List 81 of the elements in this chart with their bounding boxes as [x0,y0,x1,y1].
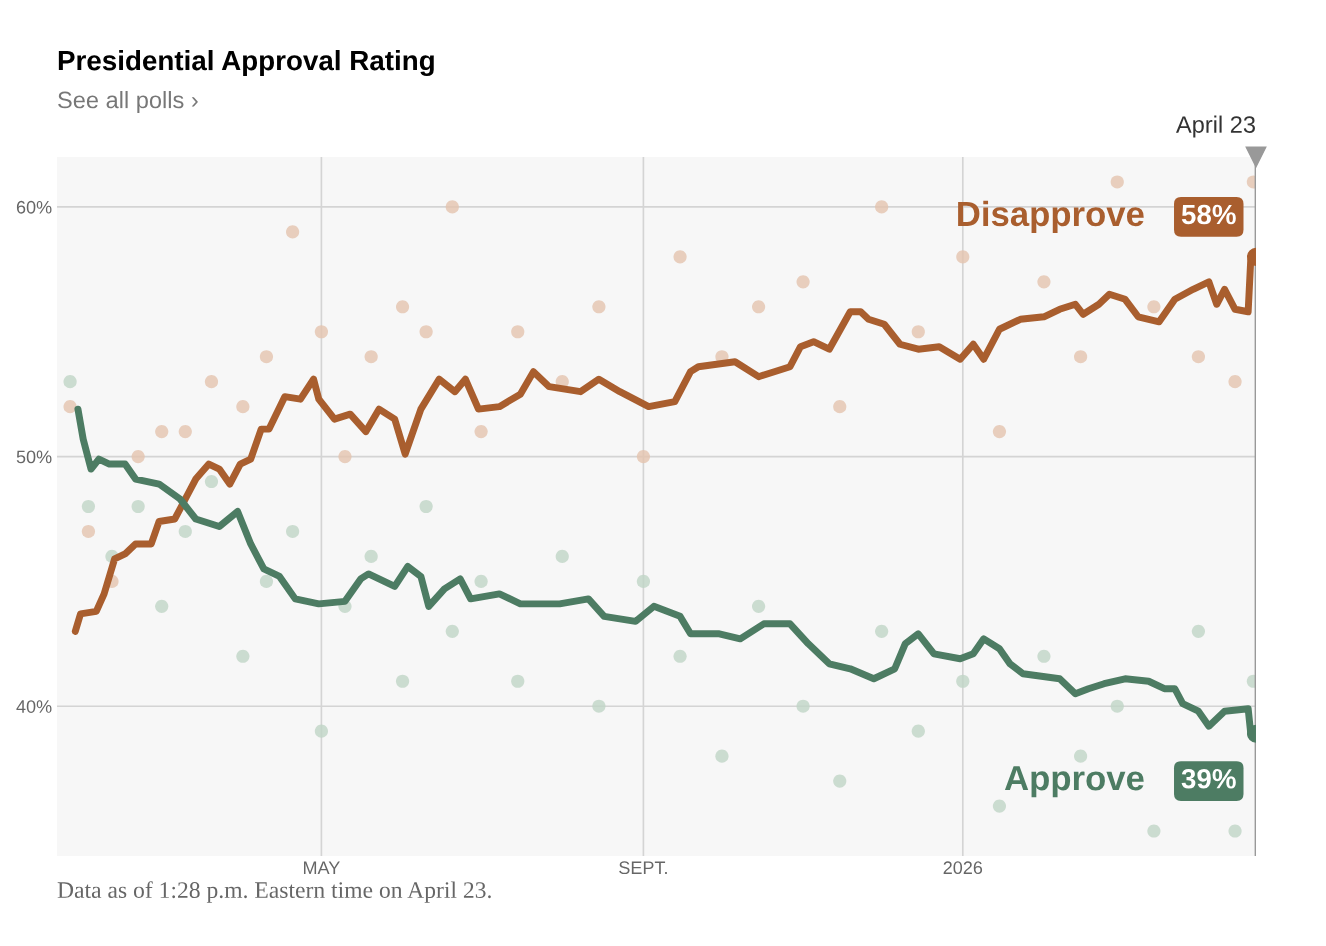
point [236,649,250,663]
point [715,749,729,763]
x-tick-label: MAY [303,861,340,874]
point [956,674,970,688]
point [636,449,650,464]
point [1191,624,1205,638]
point [956,250,970,264]
point [911,724,925,738]
point [259,350,274,364]
point [1147,824,1161,838]
point [992,425,1007,439]
point [364,549,378,564]
point [1228,824,1242,838]
point [796,275,810,289]
point [259,574,274,588]
point [555,549,569,564]
chart-title: Presidential Approval Rating [58,49,434,77]
y-tick-label: 40% [16,700,52,713]
text: Data as of 1:28 p.m. Eastern time on April 23. [57,881,491,903]
point [673,250,687,264]
point [204,375,219,389]
point [833,774,847,788]
point [155,425,169,439]
y-tick-label: 60% [16,200,52,214]
legend-label: Approve [1004,766,1144,798]
point [875,624,889,638]
point [178,425,192,439]
point [796,699,810,713]
point [511,325,525,339]
point [314,325,328,339]
point [1147,300,1161,314]
point [419,499,433,514]
point [81,524,95,539]
point [1191,350,1205,364]
point [992,799,1007,813]
point [1074,350,1088,364]
point [474,425,488,439]
point [1037,649,1051,663]
point [592,699,606,713]
legend-label: Disapprove [958,200,1144,234]
point [911,325,925,339]
point [1110,175,1124,189]
point [395,674,410,688]
point [236,400,250,414]
point [364,350,378,364]
point [1074,749,1088,763]
point [204,474,219,489]
point [1228,375,1242,389]
point [673,649,687,663]
x-tick-label: 2026 [943,861,983,875]
point [445,624,459,638]
x-tick-label: SEPT. [619,861,667,875]
point [445,200,459,214]
point [81,499,95,514]
point [752,599,766,613]
data-label: 58% [1181,204,1236,225]
point [338,449,352,464]
data-label: 39% [1181,768,1236,789]
point [1037,275,1051,289]
point [752,300,766,314]
y-tick-label: 50% [16,450,52,464]
point [155,599,169,613]
point [875,200,889,214]
point [63,400,77,414]
point [178,524,192,539]
point [286,225,300,239]
point [511,674,525,688]
point [286,524,300,539]
ref-line-label: April 23 [1176,115,1255,138]
point [636,574,650,588]
point [419,325,433,339]
point [395,300,410,314]
point [474,574,488,588]
point [1110,699,1124,713]
point [63,375,77,389]
point [131,449,145,464]
point [131,499,145,514]
point [592,300,606,314]
point [833,400,847,414]
chart-subtitle: See all polls › [58,91,198,114]
point [314,724,328,738]
